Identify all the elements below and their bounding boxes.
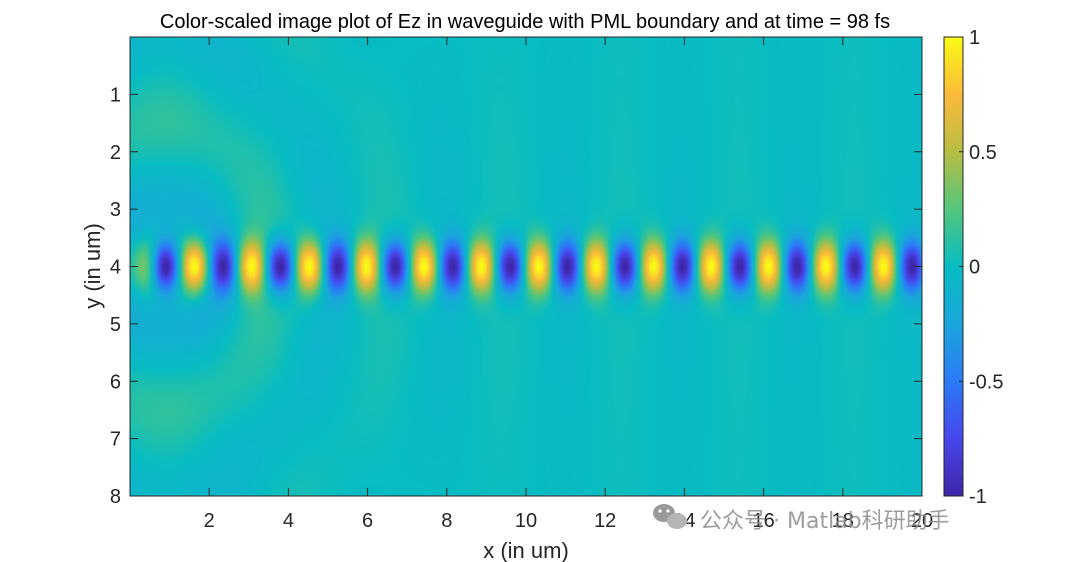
x-tick-label: 6 xyxy=(362,510,373,532)
x-tick-label: 20 xyxy=(911,510,933,532)
watermark: 公众号 · Matlab科研助手 xyxy=(653,504,950,534)
colorbar-tick-label: 0.5 xyxy=(969,142,997,164)
y-axis: 1 2 3 4 5 6 7 8 xyxy=(110,84,922,508)
x-tick-label: 16 xyxy=(752,510,774,532)
x-tick-label: 18 xyxy=(832,510,854,532)
x-tick-label: 10 xyxy=(515,510,537,532)
x-tick-label: 8 xyxy=(441,510,452,532)
y-tick-label: 2 xyxy=(110,142,121,164)
y-axis-label: y (in um) xyxy=(80,223,105,309)
colorbar-tick-label: -0.5 xyxy=(969,371,1003,393)
x-axis-label: x (in um) xyxy=(483,538,569,562)
y-tick-label: 6 xyxy=(110,371,121,393)
y-tick-label: 3 xyxy=(110,199,121,221)
colorbar-tick-label: 0 xyxy=(969,257,980,279)
y-tick-label: 5 xyxy=(110,314,121,336)
heatmap-image xyxy=(130,37,922,496)
y-tick-label: 4 xyxy=(110,257,121,279)
colorbar-tick-label: 1 xyxy=(969,27,980,49)
y-tick-label: 7 xyxy=(110,429,121,451)
y-tick-label: 1 xyxy=(110,84,121,106)
x-tick-label: 12 xyxy=(594,510,616,532)
chart-title: Color-scaled image plot of Ez in wavegui… xyxy=(160,11,890,33)
x-tick-label: 4 xyxy=(283,510,294,532)
colorbar-tick-label: -1 xyxy=(969,486,987,508)
y-tick-label: 8 xyxy=(110,486,121,508)
watermark-text: 公众号 · Matlab科研助手 xyxy=(700,509,950,534)
x-tick-label: 2 xyxy=(204,510,215,532)
colorbar-ticks: 1 0.5 0 -0.5 -1 xyxy=(959,27,1003,508)
wechat-icon xyxy=(653,504,687,529)
x-axis: 2468101214161820 xyxy=(204,37,933,532)
